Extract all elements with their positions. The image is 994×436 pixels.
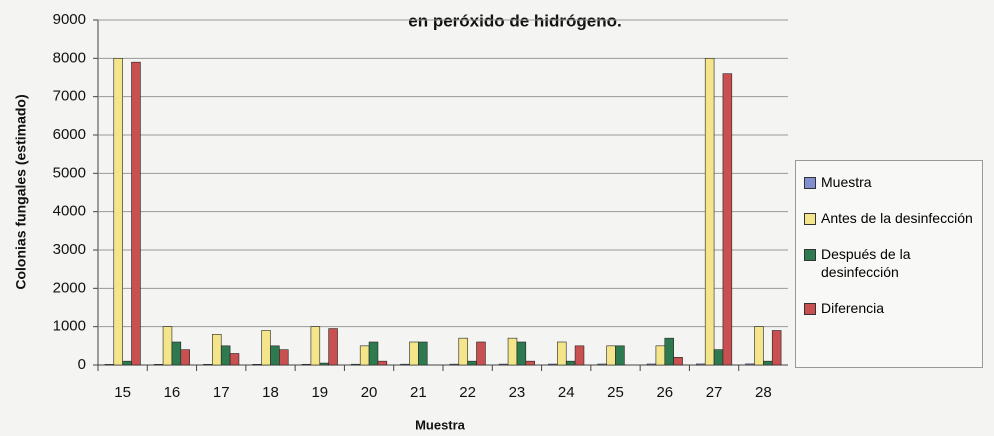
bar [131,61,141,366]
y-axis-label: Colonias fungales (estimado) [13,94,29,289]
x-tick-label: 22 [459,384,476,401]
legend-swatch [804,213,816,225]
x-tick-label: 16 [164,384,181,401]
y-tick-label: 3000 [53,241,86,258]
legend-label: Diferencia [821,300,885,316]
chart-title: en peróxido de hidrógeno. [408,11,621,30]
x-tick-label: 17 [213,384,230,401]
bar [722,73,733,366]
bar [525,360,535,366]
y-tick-label: 9000 [53,11,86,28]
y-tick-label: 7000 [53,88,86,105]
x-tick-label: 19 [311,384,328,401]
bar [328,328,338,366]
bar [377,360,388,366]
legend-item: Muestra [804,173,974,191]
bar [203,364,213,366]
bar [449,363,460,366]
bar [763,360,773,366]
bar [507,337,518,366]
legend-swatch [804,249,816,261]
bar [655,345,666,366]
legend: Muestra Antes de la desinfección Después d… [795,160,983,368]
bar [704,58,715,366]
legend-item: Diferencia [804,299,974,317]
bar [476,341,486,366]
x-tick-label: 27 [706,384,723,401]
bar [171,341,182,366]
bar [696,363,706,366]
bar [270,345,280,366]
bar [351,363,361,366]
bar [162,326,173,366]
bar [220,345,231,366]
bar [745,363,755,366]
bar [261,330,271,366]
bar [771,330,782,366]
bar [646,363,657,366]
bar [467,360,477,366]
x-tick-label: 25 [607,384,624,401]
bar [409,341,419,366]
x-tick-label: 18 [262,384,279,401]
bar [574,345,585,366]
bar [498,363,509,366]
bar [673,357,683,366]
bar [359,345,370,366]
x-tick-label: 26 [656,384,673,401]
bar [713,349,724,366]
bar [597,363,607,366]
legend-label: Después de la desinfección [821,246,911,280]
bar [606,345,616,366]
legend-item: Después de la desinfección [804,245,974,281]
x-tick-label: 15 [114,384,131,401]
legend-label: Muestra [821,174,872,190]
legend-label: Antes de la desinfección [821,210,973,226]
bar [615,345,625,366]
x-tick-label: 28 [755,384,772,401]
bar [565,360,576,366]
y-tick-label: 8000 [53,49,86,66]
bar [113,58,123,366]
bar [516,341,527,366]
x-tick-label: 24 [558,384,575,401]
bar [418,341,428,366]
legend-item: Antes de la desinfección [804,209,974,227]
x-tick-label: 21 [410,384,427,401]
bar [180,349,190,366]
y-tick-label: 6000 [53,126,86,143]
bar [557,341,567,366]
bar [252,364,262,366]
y-tick-label: 2000 [53,279,86,296]
bar [458,337,468,366]
x-tick-label: 23 [509,384,526,401]
bar [548,363,558,366]
bar [754,326,764,366]
bar [368,341,379,366]
y-tick-label: 4000 [53,203,86,220]
y-tick-label: 1000 [53,318,86,335]
bar [400,363,410,366]
bar [319,362,329,366]
y-tick-label: 5000 [53,164,86,181]
bar [229,353,240,366]
y-tick-label: 0 [78,356,86,373]
bar [122,360,132,366]
bar [310,326,321,366]
bar [301,363,312,366]
x-axis-label: Muestra [415,417,466,432]
bar [212,334,222,366]
bar [664,337,674,366]
bar [104,364,115,366]
legend-swatch [804,177,816,189]
x-tick-label: 20 [361,384,378,401]
bar [153,364,164,366]
bar [279,349,289,366]
legend-swatch [804,303,816,315]
